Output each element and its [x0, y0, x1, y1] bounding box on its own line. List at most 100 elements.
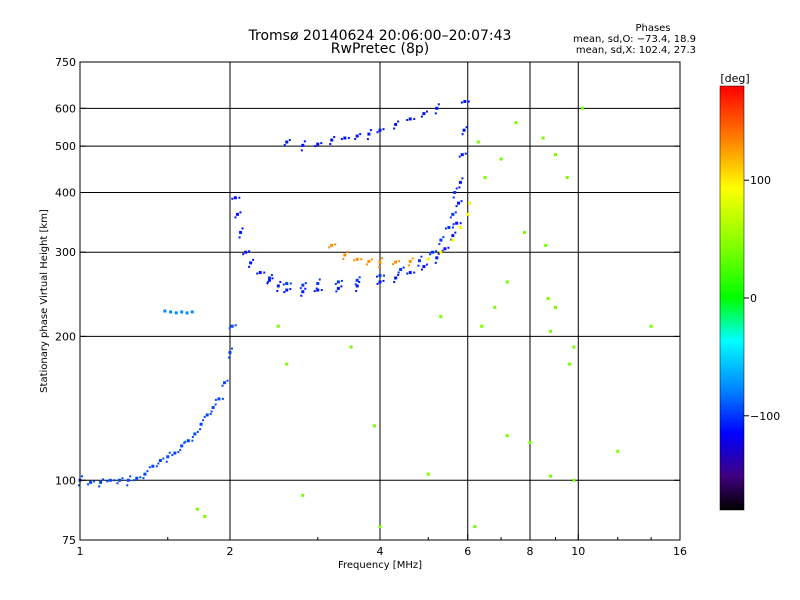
data-point	[464, 152, 467, 155]
data-point	[202, 419, 205, 422]
data-point	[196, 430, 199, 433]
data-point	[523, 230, 527, 234]
colorbar-ticks: 100 0 −100	[744, 174, 780, 423]
x-tick-label: 2	[227, 545, 234, 558]
data-point	[408, 117, 412, 121]
data-point	[334, 243, 337, 246]
data-point	[209, 412, 212, 415]
data-point	[393, 280, 396, 283]
data-point	[239, 230, 243, 234]
data-point	[420, 255, 423, 258]
data-point	[329, 143, 332, 146]
data-point	[126, 484, 129, 487]
data-point	[162, 457, 165, 460]
data-point	[174, 311, 178, 315]
data-point	[572, 478, 576, 482]
data-point	[376, 275, 378, 278]
data-point	[289, 282, 292, 285]
data-point	[381, 257, 383, 260]
data-point	[466, 212, 470, 216]
axis-ticks: 1 2 4 6 8 10 16 75 100 200 300 400 500 600 750	[55, 56, 687, 558]
data-point	[435, 250, 438, 253]
data-point	[199, 422, 203, 426]
data-point	[313, 290, 316, 293]
data-point	[355, 278, 359, 282]
data-point	[314, 145, 317, 148]
data-point	[266, 280, 269, 283]
data-point	[333, 136, 336, 139]
data-point	[355, 257, 359, 261]
data-point	[199, 428, 202, 431]
data-point	[157, 462, 160, 465]
data-point	[303, 140, 306, 143]
data-point	[480, 324, 484, 328]
data-point	[336, 286, 340, 290]
data-point	[370, 258, 373, 261]
data-point	[439, 238, 443, 242]
data-point	[320, 289, 323, 292]
data-point	[270, 273, 273, 276]
data-point	[467, 100, 470, 103]
data-point	[316, 288, 320, 292]
data-point	[234, 324, 237, 327]
data-point	[544, 243, 548, 247]
data-point	[155, 465, 158, 468]
data-point	[99, 480, 103, 484]
x-tick-label: 10	[571, 545, 585, 558]
chart-title: Tromsø 20140624 20:06:00–20:07:43	[248, 28, 512, 44]
data-point	[454, 211, 457, 214]
data-point	[649, 324, 653, 328]
data-point	[483, 175, 487, 179]
data-point	[378, 128, 382, 132]
data-point	[376, 282, 379, 285]
data-point	[413, 271, 416, 274]
data-point	[228, 327, 231, 330]
data-point	[397, 120, 400, 123]
data-point	[406, 118, 409, 121]
data-point	[437, 103, 440, 106]
data-point	[248, 265, 251, 268]
data-point	[360, 258, 363, 261]
data-point	[439, 315, 443, 319]
data-point	[98, 485, 101, 488]
data-point	[514, 121, 518, 125]
data-point	[549, 329, 553, 333]
data-point	[139, 476, 142, 479]
data-point	[460, 200, 463, 203]
data-point	[316, 282, 320, 286]
data-point	[407, 264, 410, 267]
data-point	[223, 381, 227, 385]
data-point	[465, 126, 468, 129]
data-point	[252, 258, 255, 261]
data-point	[148, 466, 151, 469]
data-point	[168, 451, 171, 454]
data-point	[203, 514, 207, 518]
y-tick-label: 400	[55, 186, 76, 199]
data-point	[158, 458, 162, 462]
data-point	[458, 186, 461, 189]
data-point	[135, 476, 139, 480]
y-tick-label: 300	[55, 246, 76, 259]
data-point	[217, 397, 221, 401]
data-point	[347, 137, 350, 140]
data-point	[248, 250, 251, 253]
data-point	[367, 132, 371, 136]
data-point	[458, 155, 461, 158]
data-point	[451, 212, 455, 216]
data-point	[455, 187, 458, 190]
data-point	[342, 258, 345, 261]
data-point	[184, 440, 187, 443]
data-point	[460, 153, 464, 157]
data-point	[228, 351, 232, 355]
data-point	[411, 257, 414, 260]
data-point	[301, 290, 305, 294]
data-point	[238, 196, 241, 199]
data-point	[304, 282, 307, 285]
data-point	[340, 285, 343, 288]
data-point	[335, 290, 338, 293]
data-point	[102, 478, 105, 481]
data-point	[301, 493, 305, 497]
data-point	[179, 448, 182, 451]
data-point	[462, 128, 466, 132]
y-tick-label: 200	[55, 330, 76, 343]
